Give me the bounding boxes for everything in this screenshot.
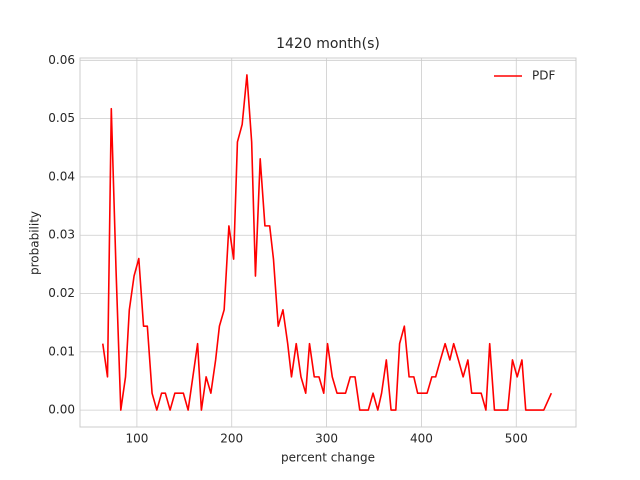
y-axis-label: probability bbox=[28, 211, 42, 275]
y-tick-label: 0.03 bbox=[48, 228, 75, 242]
y-tick-label: 0.05 bbox=[48, 111, 75, 125]
x-tick-label: 300 bbox=[315, 432, 338, 446]
plot-frame bbox=[79, 57, 577, 428]
x-axis-label: percent change bbox=[281, 451, 375, 465]
y-tick-label: 0.06 bbox=[48, 53, 75, 67]
x-tick-label: 100 bbox=[125, 432, 148, 446]
y-tick-label: 0.02 bbox=[48, 286, 75, 300]
y-tick-label: 0.00 bbox=[48, 403, 75, 417]
x-tick-label: 500 bbox=[505, 432, 528, 446]
legend-label: PDF bbox=[532, 69, 555, 83]
y-tick-label: 0.04 bbox=[48, 169, 75, 183]
chart-title: 1420 month(s) bbox=[276, 36, 380, 52]
data-line bbox=[101, 74, 553, 411]
y-tick-label: 0.01 bbox=[48, 344, 75, 358]
x-tick-label: 400 bbox=[410, 432, 433, 446]
x-tick-label: 200 bbox=[220, 432, 243, 446]
